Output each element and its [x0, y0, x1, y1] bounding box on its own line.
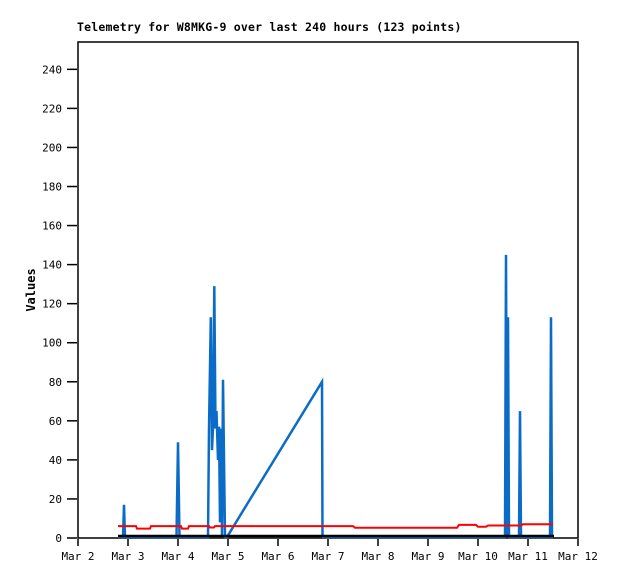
x-tick-label: Mar 10 — [458, 550, 498, 563]
y-tick-label: 40 — [49, 454, 62, 467]
y-tick-label: 80 — [49, 376, 62, 389]
y-tick-label: 180 — [42, 181, 62, 194]
y-tick-label: 120 — [42, 298, 62, 311]
x-tick-label: Mar 4 — [161, 550, 194, 563]
chart-title: Telemetry for W8MKG-9 over last 240 hour… — [77, 20, 462, 34]
y-tick-label: 220 — [42, 102, 62, 115]
x-tick-label: Mar 9 — [411, 550, 444, 563]
y-tick-label: 60 — [49, 415, 62, 428]
x-tick-label: Mar 11 — [508, 550, 548, 563]
y-tick-label: 0 — [55, 532, 62, 545]
x-tick-label: Mar 8 — [361, 550, 394, 563]
telemetry-channel-blue — [118, 254, 554, 539]
y-tick-label: 200 — [42, 141, 62, 154]
x-tick-label: Mar 12 — [558, 550, 598, 563]
y-tick-label: 160 — [42, 220, 62, 233]
y-tick-label: 100 — [42, 337, 62, 350]
x-tick-label: Mar 2 — [61, 550, 94, 563]
plot-frame — [77, 41, 579, 539]
x-tick-label: Mar 7 — [311, 550, 344, 563]
x-tick-label: Mar 5 — [211, 550, 244, 563]
y-tick-label: 20 — [49, 493, 62, 506]
x-tick-label: Mar 6 — [261, 550, 294, 563]
telemetry-channel-red — [118, 523, 553, 530]
x-tick-label: Mar 3 — [111, 550, 144, 563]
y-tick-label: 240 — [42, 63, 62, 76]
y-tick-label: 140 — [42, 259, 62, 272]
